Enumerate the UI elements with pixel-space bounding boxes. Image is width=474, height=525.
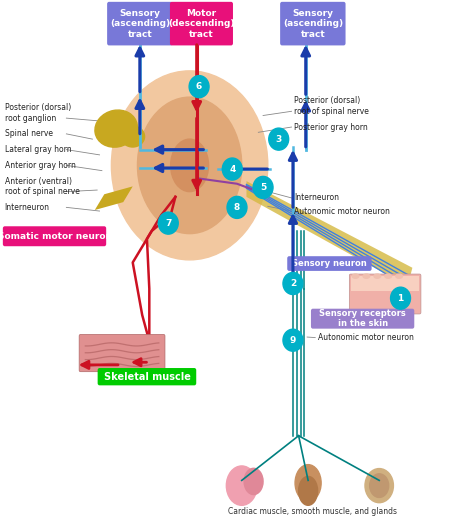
Text: Posterior gray horn: Posterior gray horn [294,122,368,132]
FancyBboxPatch shape [311,309,414,329]
Circle shape [391,287,410,309]
Text: 2: 2 [290,279,296,288]
Text: Motor
(descending)
tract: Motor (descending) tract [168,9,235,38]
Ellipse shape [374,274,381,278]
Text: Anterior (ventral)
root of spinal nerve: Anterior (ventral) root of spinal nerve [5,177,80,196]
Text: 8: 8 [234,203,240,212]
Ellipse shape [171,139,209,192]
Text: 3: 3 [275,134,282,144]
Text: 6: 6 [196,82,202,91]
Text: Autonomic motor neuron: Autonomic motor neuron [294,206,390,216]
Text: Sensory
(ascending)
tract: Sensory (ascending) tract [110,9,170,38]
Text: Interneuron: Interneuron [294,193,339,203]
Polygon shape [95,186,133,210]
Text: Skeletal muscle: Skeletal muscle [103,372,191,382]
Text: Sensory receptors
in the skin: Sensory receptors in the skin [319,309,406,328]
Text: Cardiac muscle, smooth muscle, and glands: Cardiac muscle, smooth muscle, and gland… [228,507,397,516]
Text: 4: 4 [229,164,236,174]
Text: Somatic motor neuron: Somatic motor neuron [0,232,111,241]
Text: 1: 1 [397,293,404,303]
Ellipse shape [370,474,389,498]
FancyBboxPatch shape [98,368,196,385]
Circle shape [283,329,303,351]
Circle shape [158,212,178,234]
Text: 9: 9 [290,335,296,345]
Ellipse shape [295,465,321,501]
Ellipse shape [299,477,318,505]
Ellipse shape [363,274,370,278]
Text: Posterior (dorsal)
root ganglion: Posterior (dorsal) root ganglion [5,103,71,122]
Text: Posterior (dorsal)
root of spinal nerve: Posterior (dorsal) root of spinal nerve [294,97,369,116]
FancyBboxPatch shape [107,2,173,46]
Ellipse shape [244,468,263,495]
Ellipse shape [396,274,402,278]
Text: Anterior gray horn: Anterior gray horn [5,161,76,170]
FancyBboxPatch shape [170,2,233,46]
FancyBboxPatch shape [280,2,346,46]
Text: Sensory neuron: Sensory neuron [292,259,367,268]
Circle shape [189,76,209,98]
Text: Spinal nerve: Spinal nerve [5,129,53,139]
Text: Interneuron: Interneuron [5,203,50,212]
Circle shape [283,272,303,295]
Ellipse shape [365,468,393,503]
Circle shape [269,128,289,150]
Circle shape [222,158,242,180]
Polygon shape [246,181,412,286]
FancyBboxPatch shape [3,226,106,246]
Circle shape [227,196,247,218]
Circle shape [253,176,273,198]
Text: Lateral gray horn: Lateral gray horn [5,145,72,154]
Text: 7: 7 [165,218,172,228]
FancyBboxPatch shape [287,256,372,271]
FancyBboxPatch shape [351,276,419,291]
Ellipse shape [111,71,268,260]
Ellipse shape [95,110,137,147]
Text: Sensory
(ascending)
tract: Sensory (ascending) tract [283,9,343,38]
FancyBboxPatch shape [79,334,165,372]
Ellipse shape [227,466,257,505]
Text: Autonomic motor neuron: Autonomic motor neuron [318,333,413,342]
Ellipse shape [385,274,392,278]
Ellipse shape [137,97,242,234]
Text: 5: 5 [260,183,266,192]
Ellipse shape [121,126,145,147]
Ellipse shape [352,274,359,278]
FancyBboxPatch shape [349,274,421,314]
